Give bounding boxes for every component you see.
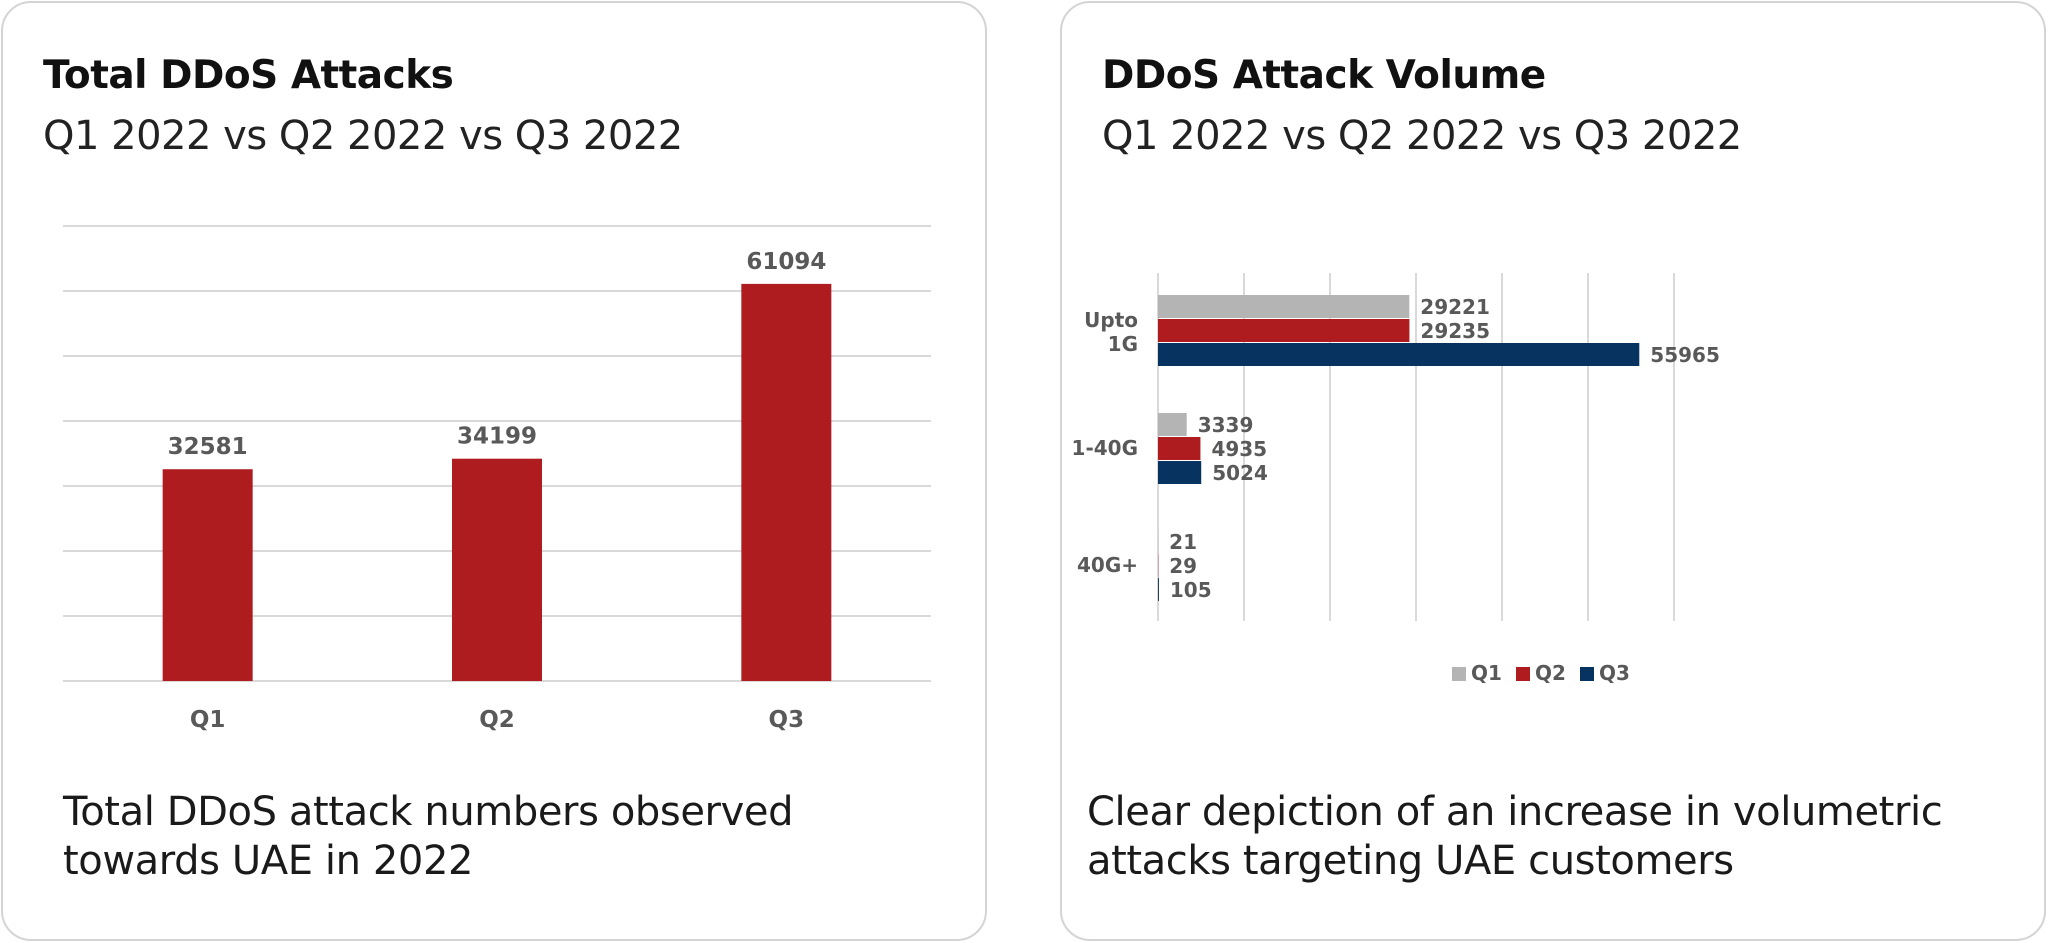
category-label-part: 1G xyxy=(1108,332,1138,356)
data-label: 29235 xyxy=(1420,319,1490,343)
legend-swatch xyxy=(1516,667,1530,681)
data-label: 4935 xyxy=(1211,437,1267,461)
bar xyxy=(1158,413,1187,436)
bar xyxy=(452,458,542,681)
chart-subtitle: Q1 2022 vs Q2 2022 vs Q3 2022 xyxy=(1102,113,1742,159)
data-label: 3339 xyxy=(1198,413,1254,437)
bar xyxy=(1158,461,1202,484)
total-attacks-card: Total DDoS Attacks Q1 2022 vs Q2 2022 vs… xyxy=(1,1,987,941)
chart-title: Total DDoS Attacks xyxy=(43,53,454,98)
legend-label: Q3 xyxy=(1599,661,1630,685)
bar xyxy=(1158,319,1410,342)
legend-swatch xyxy=(1452,667,1466,681)
data-label: 105 xyxy=(1170,578,1212,602)
category-label: Upto 1G xyxy=(1084,308,1138,356)
data-label: 5024 xyxy=(1212,461,1268,485)
legend-swatch xyxy=(1580,667,1594,681)
data-label: 32581 xyxy=(168,434,248,460)
data-label: 21 xyxy=(1169,530,1197,554)
legend-label: Q1 xyxy=(1471,661,1502,685)
chart-caption: Total DDoS attack numbers observed towar… xyxy=(63,788,943,886)
category-label: Q3 xyxy=(769,707,805,733)
bar xyxy=(162,469,253,681)
legend-label: Q2 xyxy=(1535,661,1566,685)
category-label: 1-40G xyxy=(1072,436,1138,460)
data-label: 29 xyxy=(1169,554,1197,578)
chart-caption: Clear depiction of an increase in volume… xyxy=(1087,788,2007,886)
chart-subtitle: Q1 2022 vs Q2 2022 vs Q3 2022 xyxy=(43,113,683,159)
bar xyxy=(1158,437,1201,460)
total-attacks-chart: 32581 Q1 34199 Q2 61094 Q3 xyxy=(63,225,931,733)
bar xyxy=(741,283,832,681)
data-label: 55965 xyxy=(1650,343,1720,367)
bar xyxy=(1158,343,1640,366)
bar xyxy=(1158,295,1410,318)
data-label: 34199 xyxy=(457,424,537,450)
category-label: Q1 xyxy=(190,707,226,733)
attack-volume-card: DDoS Attack Volume Q1 2022 vs Q2 2022 vs… xyxy=(1060,1,2046,941)
category-label: 40G+ xyxy=(1077,553,1138,577)
data-label: 61094 xyxy=(746,249,826,275)
caption-line-2: towards UAE in 2022 xyxy=(63,838,474,884)
bar xyxy=(1158,578,1159,601)
data-label: 29221 xyxy=(1420,295,1490,319)
caption-line-2: attacks targeting UAE customers xyxy=(1087,838,1734,884)
category-label: Q2 xyxy=(479,707,515,733)
chart-title: DDoS Attack Volume xyxy=(1102,53,1546,98)
category-label-part: Upto xyxy=(1084,308,1138,332)
caption-line-1: Total DDoS attack numbers observed xyxy=(63,789,794,835)
caption-line-1: Clear depiction of an increase in volume… xyxy=(1087,789,1943,835)
